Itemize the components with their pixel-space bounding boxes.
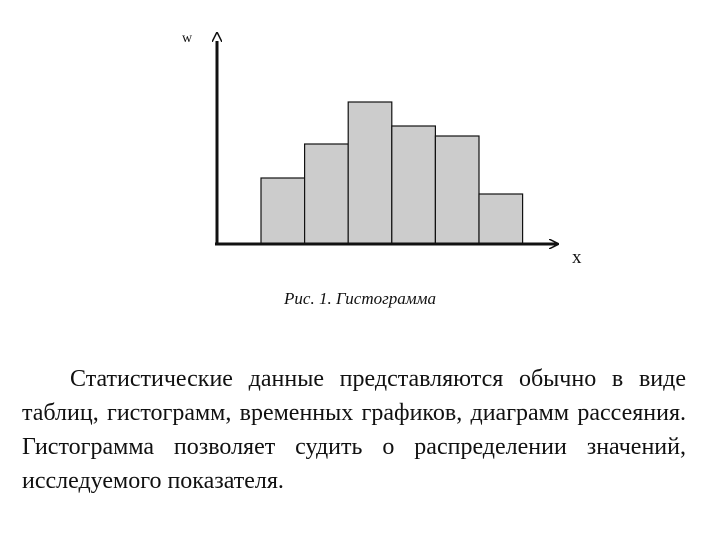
x-axis-label: x <box>572 247 582 268</box>
histogram-bar <box>304 143 349 245</box>
histogram-bar <box>434 135 480 245</box>
histogram-bar <box>347 101 393 245</box>
histogram-figure: w x <box>182 31 582 268</box>
body-paragraph: Статистические данные представляются обы… <box>22 366 686 494</box>
histogram-bar <box>478 193 524 245</box>
y-axis-label: w <box>182 31 193 46</box>
histogram-bar <box>260 177 306 245</box>
histogram-bars <box>260 101 524 245</box>
histogram-bar <box>391 125 436 245</box>
figure-caption: Рис. 1. Гистограмма <box>284 289 436 308</box>
